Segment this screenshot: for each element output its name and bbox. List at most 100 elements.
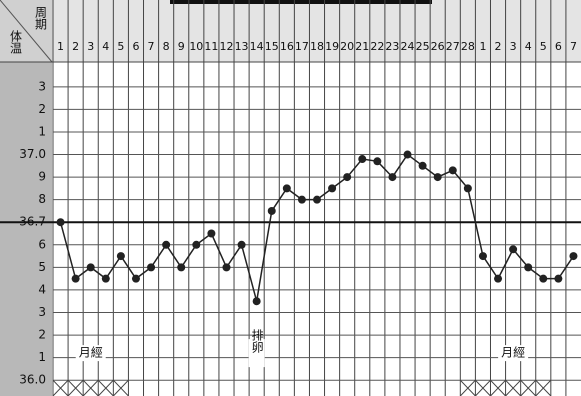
point (313, 195, 321, 204)
x-tick-label: 13 (235, 40, 249, 53)
point (71, 274, 80, 283)
y-tick-label: 2 (38, 102, 46, 116)
x-tick-label: 24 (401, 40, 415, 53)
x-tick-label: 5 (540, 40, 547, 53)
point (162, 240, 171, 249)
x-tick-label: 5 (117, 40, 124, 53)
x-tick-label: 6 (132, 40, 139, 53)
x-tick-label: 1 (57, 40, 64, 53)
annotation-bg (248, 339, 265, 368)
x-tick-label: 16 (280, 40, 294, 53)
annotation-bg (498, 345, 529, 362)
x-tick-label: 7 (148, 40, 155, 53)
x-tick-label: 4 (525, 40, 532, 53)
corner-diagonal (0, 0, 53, 63)
y-tick-label: 5 (38, 260, 46, 274)
point (448, 166, 457, 175)
point (101, 274, 110, 283)
menses-cross (505, 379, 522, 396)
y-tick-label: 1 (38, 350, 46, 364)
x-tick-label: 12 (219, 40, 233, 53)
x-tick-label: 19 (325, 40, 339, 53)
top-bar (170, 0, 432, 4)
annotation: 排卵 (250, 329, 264, 354)
y-tick-label: 3 (38, 305, 46, 319)
x-tick-label: 10 (189, 40, 203, 53)
point (177, 263, 186, 272)
menses-cross (67, 379, 84, 396)
menses-cross (475, 379, 491, 396)
point (343, 173, 352, 182)
point (478, 252, 487, 261)
x-tick-label: 25 (416, 40, 430, 53)
x-tick-label: 15 (265, 40, 279, 53)
y-tick-label: 3 (38, 79, 46, 93)
x-tick-label: 26 (431, 40, 445, 53)
point (554, 274, 563, 283)
y-tick-label: 36.0 (19, 373, 46, 387)
cycle-label: 周期 (34, 6, 48, 30)
point (494, 274, 503, 283)
annotation: 月經 (501, 346, 525, 360)
point (433, 173, 442, 182)
menses-cross (82, 379, 99, 396)
x-tick-label: 8 (163, 40, 170, 53)
point (147, 263, 156, 272)
x-tick-label: 6 (555, 40, 562, 53)
point (539, 274, 548, 283)
x-tick-label: 18 (310, 40, 324, 53)
x-tick-label: 27 (446, 40, 460, 53)
x-tick-label: 28 (461, 40, 475, 53)
header-row (52, 0, 581, 62)
y-tick-label: 4 (38, 282, 46, 296)
point (524, 263, 533, 272)
point (131, 274, 140, 283)
menses-cross (459, 379, 476, 396)
x-tick-label: 21 (355, 40, 369, 53)
x-tick-label: 3 (510, 40, 517, 53)
menses-cross (52, 379, 69, 396)
point (403, 150, 412, 159)
y-tick-label: 6 (38, 237, 46, 251)
x-tick-label: 9 (178, 40, 185, 53)
point (207, 229, 216, 238)
point (237, 240, 246, 249)
x-tick-label: 14 (250, 40, 264, 53)
point (252, 297, 261, 306)
point (86, 263, 95, 272)
x-tick-label: 2 (72, 40, 79, 53)
menses-cross (490, 379, 506, 396)
x-tick-label: 4 (102, 40, 109, 53)
point (297, 195, 306, 204)
temperature-label: 体温 (9, 30, 23, 54)
menses-cross (520, 379, 537, 396)
x-tick-label: 7 (570, 40, 577, 53)
point (358, 155, 367, 164)
point (569, 252, 578, 261)
y-tick-label: 8 (38, 192, 46, 206)
x-tick-label: 3 (87, 40, 94, 53)
point (116, 252, 125, 261)
point (192, 240, 201, 249)
x-tick-label: 20 (340, 40, 354, 53)
y-tick-label: 37.0 (19, 147, 46, 161)
axis-column (0, 62, 52, 396)
x-tick-label: 1 (479, 40, 486, 53)
x-tick-label: 23 (385, 40, 399, 53)
point (373, 157, 382, 166)
point (267, 206, 276, 215)
annotation: 月經 (79, 346, 103, 360)
x-tick-label: 22 (370, 40, 384, 53)
x-tick-label: 2 (495, 40, 502, 53)
point (56, 218, 65, 227)
point (388, 173, 397, 182)
point (328, 184, 337, 193)
point (282, 184, 291, 193)
x-tick-label: 11 (204, 40, 218, 53)
y-tick-label: 9 (38, 170, 46, 184)
menses-cross (97, 379, 114, 396)
x-tick-label: 17 (295, 40, 309, 53)
point (222, 263, 231, 272)
